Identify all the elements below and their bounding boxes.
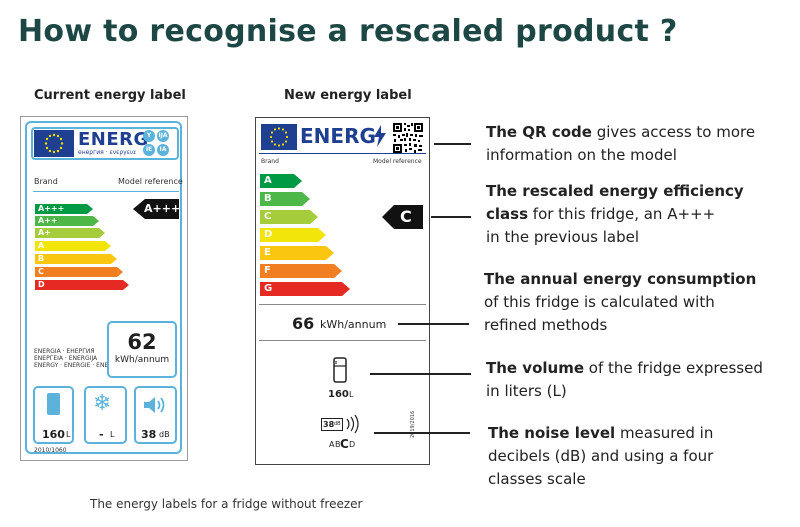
language-circle-ie: IE (143, 144, 155, 156)
fridge-icon (333, 357, 347, 387)
new-class-bar: E (260, 246, 334, 260)
old-class-bar: B (35, 254, 117, 264)
old-class-bar: A+++ (35, 204, 93, 214)
new-header-divider (259, 153, 426, 154)
old-volume-unit: L (66, 430, 71, 439)
old-freezer-value: - (99, 428, 104, 441)
qr-leader-line (434, 143, 471, 145)
class-annotation: The rescaled energy efficiency class for… (486, 180, 744, 249)
eu-flag-icon (261, 124, 297, 150)
old-brand: Brand (34, 177, 58, 186)
energy-bolt-icon (374, 125, 386, 151)
new-volume-value: 160 (328, 389, 349, 400)
class-annotation-bold: The rescaled energy efficiency (486, 182, 744, 200)
old-freezer-box (84, 386, 127, 444)
volume-annotation-line2: in liters (L) (486, 382, 567, 400)
old-class-bar: D (35, 280, 129, 290)
consumption-annotation-bold: The annual energy consumption (484, 270, 757, 288)
consumption-annotation: The annual energy consumption of this fr… (484, 268, 756, 337)
noise-class-d: D (349, 440, 356, 449)
noise-annotation-rest: measured in (615, 424, 714, 442)
old-consumption-box (107, 321, 177, 378)
consumption-annotation-line3: refined methods (484, 316, 608, 334)
old-class-bar: A+ (35, 228, 105, 238)
noise-box (321, 418, 343, 431)
new-class-bar: A (260, 174, 302, 188)
old-divider (33, 191, 179, 192)
qr-code-icon (392, 122, 424, 158)
caption: The energy labels for a fridge without f… (90, 497, 363, 511)
new-class-bar: C (260, 210, 318, 224)
volume-leader-line (370, 373, 471, 375)
new-noise-value: 38 (323, 420, 335, 429)
language-circle-y: Y (143, 130, 155, 142)
new-consumption-value: 66 (292, 314, 315, 333)
fridge-icon (47, 393, 60, 415)
qr-annotation: The QR code gives access to more informa… (486, 121, 755, 167)
new-class-bar: D (260, 228, 326, 242)
old-volume-value: 160 (42, 428, 65, 441)
old-noise-box (134, 386, 177, 444)
old-volume-box (33, 386, 74, 444)
noise-leader-line (374, 432, 470, 434)
consumption-leader-line (398, 323, 469, 325)
speaker-icon (344, 414, 362, 438)
language-circle-ia: IA (157, 144, 169, 156)
old-energy-text-2: ENEPГЕIA · ENERGIJA (34, 355, 98, 362)
old-class-bar: A (35, 241, 111, 251)
noise-annotation-bold: The noise level (488, 424, 616, 442)
language-circle-ija: IJA (157, 130, 169, 142)
noise-annotation-line2: decibels (dB) and using a four (488, 447, 714, 465)
old-energy-text-1: ENERGIA · ЕНЕРГИЯ (34, 348, 95, 355)
new-label-heading: New energy label (284, 88, 412, 103)
class-annotation-bold2: class (486, 205, 529, 223)
new-volume-unit: L (349, 390, 354, 399)
old-class-bar: C (35, 267, 123, 277)
new-noise-unit: dB (334, 421, 341, 427)
noise-class-b: B (335, 440, 341, 449)
snowflake-icon: ❄ (93, 391, 112, 416)
qr-annotation-rest: gives access to more (591, 123, 756, 141)
new-class-bar: F (260, 264, 342, 278)
class-annotation-rest2: for this fridge, an A+++ (528, 205, 716, 223)
noise-class-c: C (340, 437, 349, 451)
old-energy-text-3: ENERGY · ENERGIE · ENERGI (34, 362, 119, 369)
new-class-bar: G (260, 282, 350, 296)
old-model-reference: Model reference (118, 177, 183, 186)
qr-annotation-line2: information on the model (486, 146, 677, 164)
new-divider-2 (259, 340, 426, 341)
noise-annotation: The noise level measured in decibels (dB… (488, 422, 713, 491)
noise-class-a: A (329, 440, 335, 449)
volume-annotation: The volume of the fridge expressed in li… (486, 357, 763, 403)
class-annotation-line3: in the previous label (486, 228, 640, 246)
volume-annotation-bold: The volume (486, 359, 585, 377)
consumption-annotation-line2: of this fridge is calculated with (484, 293, 715, 311)
eu-flag-icon (34, 130, 74, 157)
old-regulation: 2010/1060 (34, 447, 67, 454)
old-energy-word: ENERG (78, 129, 149, 150)
speaker-icon (142, 394, 168, 420)
volume-annotation-rest: of the fridge expressed (584, 359, 763, 377)
old-class-bar: A++ (35, 216, 99, 226)
old-freezer-unit: L (110, 430, 115, 439)
new-energy-word: ENERG (300, 124, 376, 148)
old-energy-subtitle: енергия · ενεργεια (78, 149, 136, 156)
old-noise-value: 38 (141, 428, 157, 441)
new-brand: Brand (261, 158, 279, 165)
old-consumption-unit: kWh/annum (114, 355, 170, 365)
current-label-heading: Current energy label (34, 88, 186, 103)
new-model-reference: Model reference (373, 158, 422, 165)
old-consumption-value: 62 (127, 330, 157, 354)
qr-annotation-bold: The QR code (486, 123, 592, 141)
page-title: How to recognise a rescaled product ? (18, 14, 678, 49)
old-class-marker: A+++ (133, 199, 179, 219)
new-class-bar: B (260, 192, 310, 206)
noise-annotation-line3: classes scale (488, 470, 586, 488)
new-consumption-unit: kWh/annum (320, 318, 387, 331)
class-leader-line (431, 216, 471, 218)
new-divider-1 (259, 304, 426, 305)
old-noise-unit: dB (159, 430, 170, 439)
